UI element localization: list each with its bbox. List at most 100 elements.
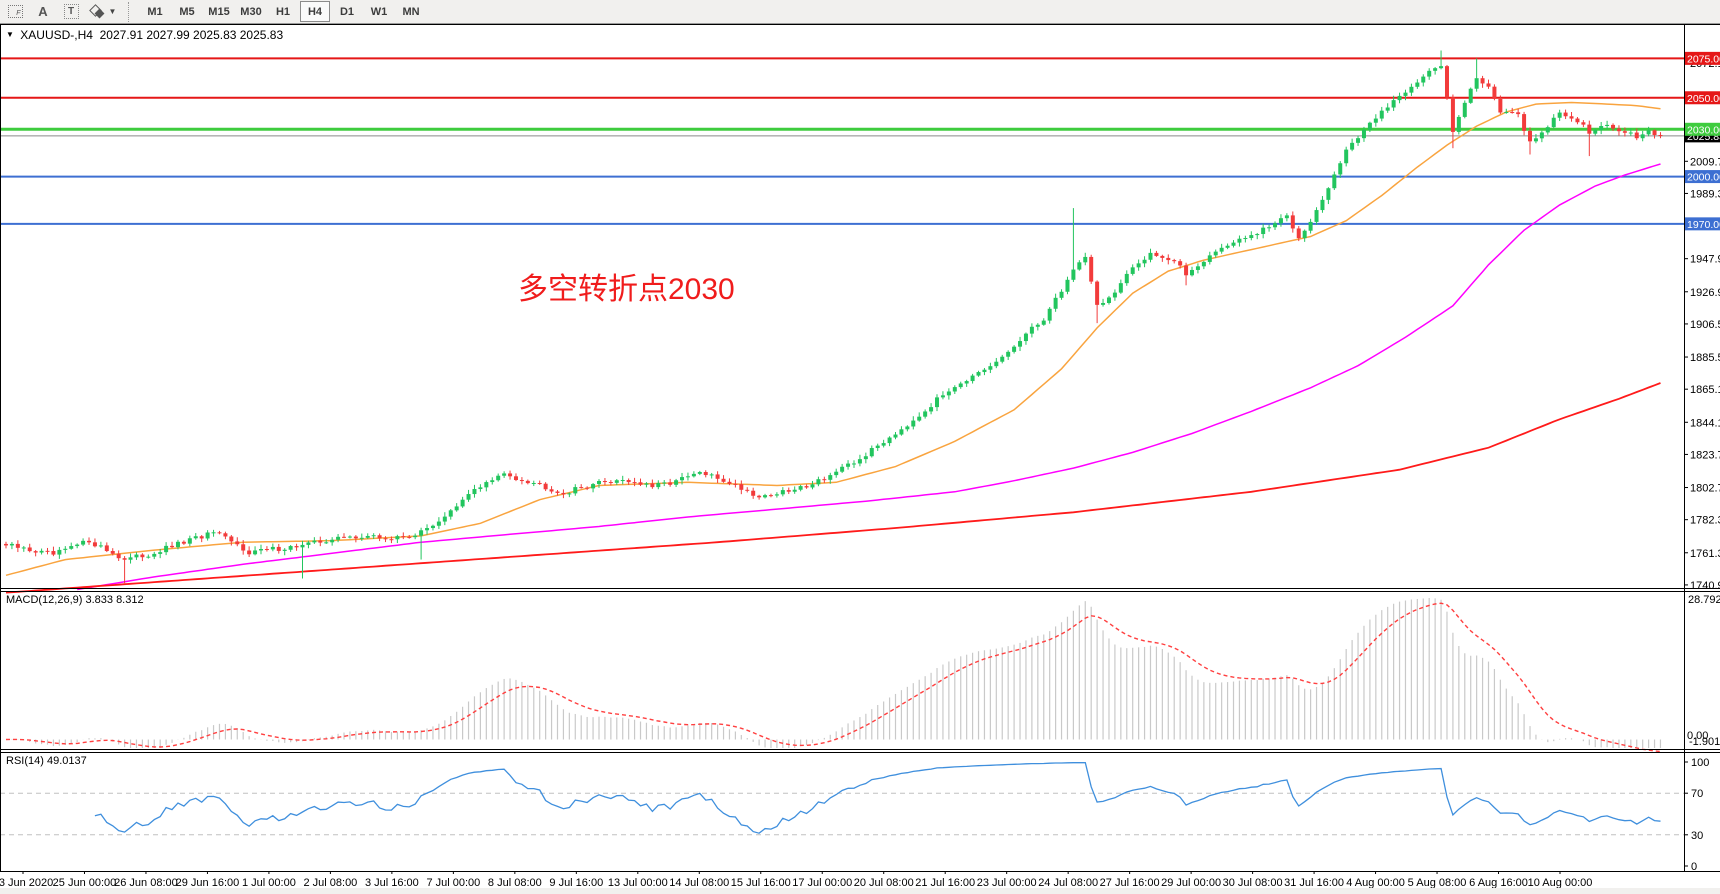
price-tick-label: 1865.10: [1690, 384, 1720, 396]
macd-panel-surface[interactable]: [0, 592, 1684, 749]
rsi-scale-label: 30: [1691, 830, 1703, 842]
candle-body: [1545, 127, 1550, 133]
ma-slow-red: [5, 382, 1661, 594]
candle-body: [662, 482, 667, 484]
timeframe-button-m30[interactable]: M30: [240, 5, 262, 18]
candle-body: [1190, 269, 1194, 276]
candle-body: [620, 480, 625, 482]
candle-body: [270, 546, 275, 550]
candle-body: [846, 463, 851, 467]
candle-body: [1599, 126, 1604, 131]
timeframe-button-mn[interactable]: MN: [402, 5, 420, 18]
candle-body: [87, 540, 92, 543]
macd-values: 3.833 8.312: [85, 594, 144, 606]
symbol-dropdown-caret[interactable]: ▼: [6, 30, 14, 39]
candle-body: [1569, 116, 1574, 119]
candle-body: [395, 536, 400, 540]
candle-body: [164, 545, 169, 553]
price-axis-surface[interactable]: [1684, 24, 1720, 871]
chart-header: ▼ XAUUSD-,H4 2027.91 2027.99 2025.83 202…: [6, 28, 283, 42]
candle-body: [881, 443, 886, 446]
price-tick-label: 1906.50: [1690, 319, 1720, 331]
candle-body: [1284, 215, 1289, 219]
time-tick-label: 29 Jun 16:00: [176, 877, 240, 889]
rsi-panel-surface[interactable]: [0, 753, 1684, 871]
ohlc-readout: 2027.91 2027.99 2025.83 2025.83: [99, 28, 284, 42]
candle-body: [940, 395, 945, 398]
candle-body: [1391, 100, 1396, 108]
candle-body: [1361, 129, 1366, 139]
chart-canvas[interactable]: 2072.102009.701989.301947.901926.901906.…: [0, 24, 1720, 894]
candle-body: [181, 541, 186, 544]
candle-body: [1456, 116, 1461, 132]
timeframe-button-h1[interactable]: H1: [275, 5, 291, 18]
time-tick-label: 23 Jun 2020: [0, 877, 53, 889]
time-tick-label: 17 Jul 00:00: [792, 877, 852, 889]
timeframe-button-m1[interactable]: M1: [147, 5, 163, 18]
price-tick-label: 1782.30: [1690, 515, 1720, 527]
level-label-1970.00: 1970.00: [1687, 219, 1720, 231]
timeframe-button-m15[interactable]: M15: [208, 5, 230, 18]
candle-body: [1498, 98, 1503, 113]
candle-body: [15, 543, 20, 548]
candle-body: [567, 493, 572, 495]
timeframe-group: M1 M5 M15 M30 H1 H4 D1 W1 MN: [139, 1, 427, 22]
candle-body: [952, 387, 957, 392]
candle-body: [377, 535, 382, 539]
candle-body: [976, 372, 981, 376]
candle-body: [1184, 265, 1189, 276]
candle-body: [626, 480, 631, 483]
candle-body: [1528, 130, 1533, 142]
time-tick-label: 8 Jul 08:00: [488, 877, 542, 889]
timeframe-button-h4[interactable]: H4: [300, 1, 330, 22]
candle-body: [1616, 128, 1621, 132]
candle-body: [549, 489, 554, 492]
text-label-tool-button[interactable]: T: [58, 2, 84, 22]
macd-label: MACD(12,26,9) 3.833 8.312: [6, 594, 144, 606]
candle-body: [1575, 118, 1580, 123]
candle-body: [1077, 262, 1082, 270]
candle-body: [804, 486, 809, 488]
timeframe-button-m5[interactable]: M5: [179, 5, 195, 18]
dropdown-caret-icon[interactable]: ▼: [108, 7, 117, 16]
candle-body: [1492, 86, 1497, 99]
timeframe-button-w1[interactable]: W1: [370, 5, 388, 18]
level-label-bg-2075.00: [1685, 51, 1720, 65]
candle-body: [175, 541, 180, 548]
candle-body: [893, 434, 898, 438]
candle-body: [1059, 291, 1064, 298]
frame-tool-button[interactable]: F: [2, 2, 28, 22]
candle-body: [300, 544, 305, 548]
candle-body: [1071, 269, 1076, 280]
candle-body: [69, 546, 74, 549]
level-label-2050.00: 2050.00: [1687, 93, 1720, 105]
timeframe-button-d1[interactable]: D1: [339, 5, 355, 18]
candle-body: [555, 491, 560, 493]
time-tick-label: 27 Jul 16:00: [1100, 877, 1160, 889]
chart-text-annotation: 多空转折点2030: [518, 273, 735, 306]
text-tool-button[interactable]: A: [30, 2, 56, 22]
candle-body: [1106, 297, 1111, 303]
level-label-2000.00: 2000.00: [1687, 172, 1720, 184]
rsi-scale-label: 70: [1691, 788, 1703, 800]
candle-body: [448, 510, 453, 517]
candle-body: [1243, 238, 1248, 240]
candle-body: [347, 536, 352, 538]
candle-body: [430, 525, 435, 529]
rsi-scale-label: 0: [1691, 861, 1697, 873]
candle-body: [1029, 326, 1034, 334]
candle-body: [513, 476, 518, 481]
candle-body: [484, 482, 489, 488]
time-tick-label: 25 Jun 00:00: [53, 877, 117, 889]
level-label-bg-2050.00: [1685, 91, 1720, 105]
time-tick-label: 6 Aug 16:00: [1469, 877, 1528, 889]
candle-body: [1338, 163, 1343, 175]
shapes-tool-button[interactable]: ▼: [86, 2, 120, 22]
candle-body: [1533, 138, 1538, 142]
candle-body: [170, 545, 175, 548]
candle-body: [199, 536, 204, 539]
candle-body: [223, 533, 228, 537]
time-tick-label: 10 Aug 00:00: [1528, 877, 1593, 889]
price-tick-label: 2009.70: [1690, 156, 1720, 168]
main-chart-surface[interactable]: [0, 24, 1684, 588]
